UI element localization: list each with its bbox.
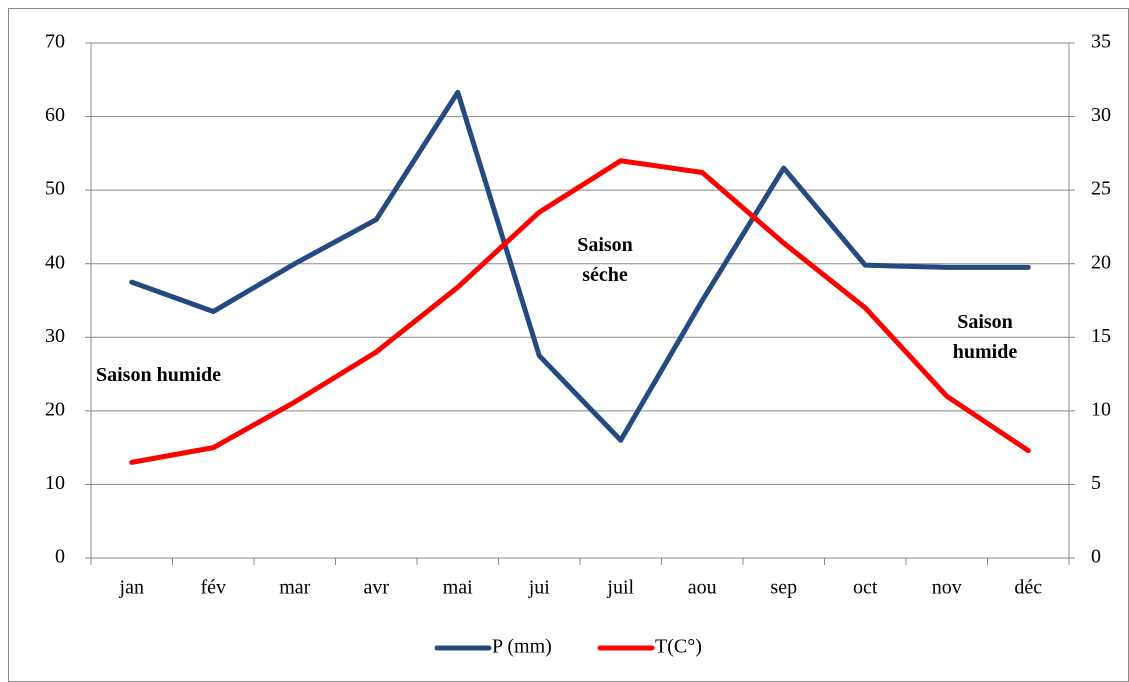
y-tick-label: 70 xyxy=(45,31,65,53)
y-tick-label: 20 xyxy=(45,398,65,420)
series-line xyxy=(129,158,1031,465)
annotation: Saison humide xyxy=(96,364,222,386)
series-line xyxy=(129,89,1031,443)
y2-tick-label: 0 xyxy=(1091,546,1101,568)
y-tick-label: 0 xyxy=(55,546,65,568)
y2-tick-label: 5 xyxy=(1091,472,1101,494)
y2-tick-label: 20 xyxy=(1091,251,1111,273)
x-tick-label: oct xyxy=(853,577,878,599)
y2-tick-label: 10 xyxy=(1091,398,1111,420)
y2-tick-label: 30 xyxy=(1091,104,1111,126)
x-tick-label: juil xyxy=(606,577,634,599)
y2-tick-label: 35 xyxy=(1091,31,1111,53)
annotation: Saison séche xyxy=(577,234,633,286)
y-tick-label: 10 xyxy=(45,472,65,494)
annotation: Saison humide xyxy=(952,311,1018,363)
x-tick-label: jui xyxy=(528,577,551,599)
x-tick-label: déc xyxy=(1014,577,1042,599)
x-tick-label: mar xyxy=(279,577,310,599)
x-tick-label: nov xyxy=(932,577,962,599)
x-tick-label: avr xyxy=(363,577,389,599)
x-tick-label: jan xyxy=(119,577,144,599)
y-tick-label: 30 xyxy=(45,325,65,347)
legend-label: P (mm) xyxy=(492,636,552,658)
x-tick-label: mai xyxy=(443,577,473,599)
legend-label: T(C°) xyxy=(655,636,702,658)
x-tick-label: aou xyxy=(688,577,717,599)
x-tick-label: sep xyxy=(770,577,797,599)
y-tick-label: 40 xyxy=(45,251,65,273)
y-tick-label: 60 xyxy=(45,104,65,126)
y2-tick-label: 15 xyxy=(1091,325,1111,347)
y-tick-label: 50 xyxy=(45,178,65,200)
x-tick-label: fév xyxy=(200,577,226,599)
y2-tick-label: 25 xyxy=(1091,178,1111,200)
